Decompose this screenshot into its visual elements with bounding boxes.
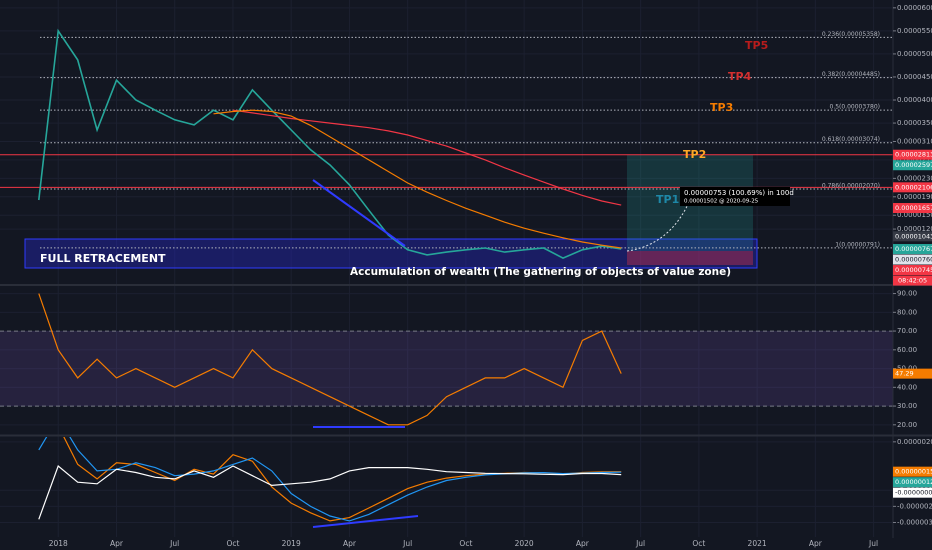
- x-tick-label: Jul: [169, 539, 179, 548]
- fib-label: 0.618(0.00003074): [822, 136, 880, 143]
- fib-label: 1(0.00000791): [835, 241, 880, 248]
- y-tick-label: 0.00004000: [897, 96, 932, 104]
- price-badge-label: 0.00002597: [895, 161, 932, 169]
- series-line: [38, 437, 622, 522]
- panel: [38, 437, 622, 522]
- series-line: [213, 109, 622, 249]
- tp-label: TP2: [683, 148, 706, 161]
- series-line: [38, 464, 622, 520]
- zone-label: FULL RETRACEMENT: [40, 252, 166, 265]
- x-tick-label: Apr: [343, 539, 357, 548]
- series-line: [38, 293, 622, 426]
- measure-text: 0.00000753 (100.69%) in 100d: [684, 189, 794, 197]
- x-tick-label: Jul: [635, 539, 645, 548]
- price-badge-label: 0.00000012: [895, 478, 932, 486]
- y-tick-label: 0.00003100: [897, 138, 932, 146]
- y-tick-label: 60.00: [897, 346, 917, 354]
- y-tick-label: -0.00000200: [897, 502, 932, 510]
- grid: [0, 0, 893, 537]
- y-tick-label: 0.00006000: [897, 4, 932, 12]
- price-badge-label: 0.00001043: [895, 232, 932, 240]
- fib-label: 0.382(0.00004485): [822, 71, 880, 78]
- x-tick-label: Jul: [402, 539, 412, 548]
- y-tick-label: 0.00001500: [897, 211, 932, 219]
- y-tick-label: 70.00: [897, 327, 917, 335]
- y-tick-label: 0.00000200: [897, 438, 932, 446]
- price-badge: [893, 244, 932, 255]
- projection: [626, 199, 691, 252]
- fib-label: 0.236(0.00005358): [822, 31, 880, 38]
- price-badge: [893, 466, 932, 477]
- x-tick-label: Oct: [692, 539, 705, 548]
- price-badge-label: 0.00000767: [895, 245, 932, 253]
- price-badge-label: 47.29: [895, 370, 914, 378]
- price-badge-label: 0.00002813: [895, 151, 932, 159]
- series-line: [38, 28, 622, 259]
- x-tick-label: 2021: [748, 539, 767, 548]
- price-badge: [893, 487, 932, 498]
- price-badge: [893, 160, 932, 171]
- y-tick-label: 30.00: [897, 402, 917, 410]
- y-tick-label: 50.00: [897, 365, 917, 373]
- countdown: 08:42:05: [898, 277, 927, 285]
- price-badge: [893, 368, 932, 379]
- y-tick-label: 0.00002300: [897, 174, 932, 182]
- price-badge: [893, 182, 932, 193]
- price-badge: [893, 149, 932, 160]
- y-tick-label: 40.00: [897, 383, 917, 391]
- price-badge-label: 0.00000745: [895, 266, 932, 274]
- y-tick-label: 0.00001200: [897, 225, 932, 233]
- fib-label: 0.5(0.00003780): [830, 104, 881, 111]
- loss-zone: [627, 251, 753, 265]
- measure-box: [680, 187, 790, 206]
- price-badge: [893, 203, 932, 214]
- x-tick-label: 2020: [515, 539, 534, 548]
- panel: [0, 28, 893, 259]
- band: [0, 331, 893, 407]
- price-badge-label: 0.00002106: [895, 183, 932, 191]
- plot: [0, 28, 893, 522]
- x-tick-label: Apr: [576, 539, 590, 548]
- price-badge-label: 0.00000760: [895, 256, 932, 264]
- macd-trend-line: [312, 515, 419, 528]
- y-tick-label: -0.00000300: [897, 518, 932, 526]
- x-tick-label: Apr: [110, 539, 124, 548]
- price-badge-label: -0.00000003: [895, 489, 932, 497]
- x-tick-label: Oct: [459, 539, 472, 548]
- tp-label: TP4: [728, 70, 752, 83]
- trend-line: [312, 179, 406, 247]
- y-tick-label: 90.00: [897, 290, 917, 298]
- price-badge-label: 0.00000015: [895, 468, 932, 476]
- panel: [0, 293, 893, 426]
- zone-caption: Accumulation of wealth (The gathering of…: [350, 266, 731, 278]
- accumulation-zone: [24, 238, 758, 269]
- countdown-badge: [893, 275, 932, 286]
- y-tick-label: 0.00002700: [897, 156, 932, 164]
- price-badge-label: 0.00001657: [895, 204, 932, 212]
- x-tick-label: Apr: [809, 539, 823, 548]
- price-badge: [893, 254, 932, 265]
- y-tick-label: 0.00004500: [897, 73, 932, 81]
- x-tick-label: 2018: [49, 539, 68, 548]
- tp-label: TP1: [656, 193, 679, 206]
- x-tick-label: Oct: [226, 539, 239, 548]
- y-tick-label: 0.00005000: [897, 50, 932, 58]
- x-tick-label: 2019: [282, 539, 301, 548]
- x-tick-label: Jul: [868, 539, 878, 548]
- y-tick-label: 20.00: [897, 421, 917, 429]
- measure-subtext: 0.00001502 @ 2020-09-25: [684, 199, 759, 205]
- fib-label: 0.786(0.00002070): [822, 182, 880, 189]
- price-badge: [893, 477, 932, 488]
- price-badge: [893, 231, 932, 242]
- tp-label: TP3: [710, 101, 733, 114]
- y-tick-label: 0.00001900: [897, 193, 932, 201]
- price-badge: [893, 265, 932, 276]
- y-tick-label: 0.00003500: [897, 119, 932, 127]
- tp-label: TP5: [745, 39, 768, 52]
- y-tick-label: 0.00005500: [897, 27, 932, 35]
- y-tick-label: 80.00: [897, 308, 917, 316]
